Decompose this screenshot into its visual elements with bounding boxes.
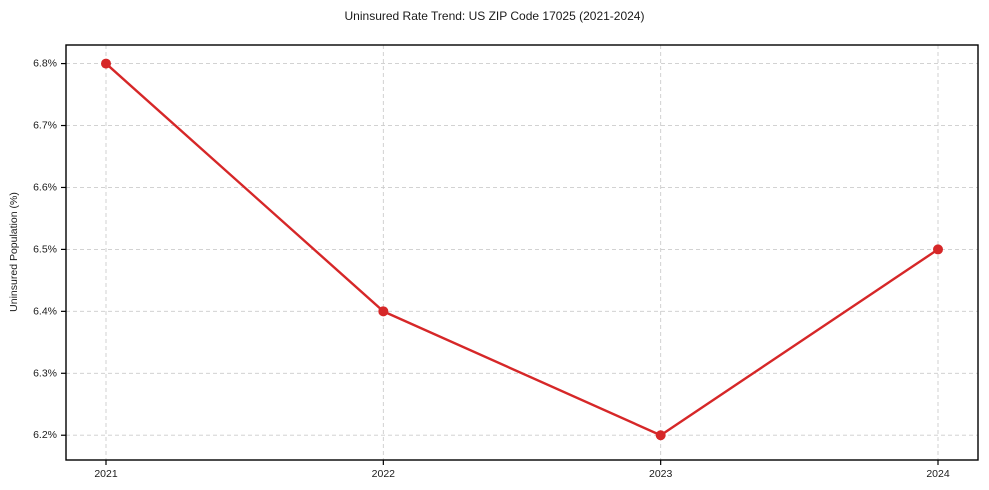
x-tick-label: 2022 (372, 468, 396, 480)
x-tick-label: 2024 (926, 468, 950, 480)
axis-frame (65, 44, 979, 461)
y-tick-label: 6.3% (33, 367, 57, 379)
y-tick-label: 6.7% (33, 120, 57, 132)
data-point-marker (378, 306, 389, 317)
y-tick-label: 6.4% (33, 305, 57, 317)
data-point-marker (933, 244, 943, 255)
data-point-marker (655, 430, 666, 441)
y-tick-label: 6.5% (33, 243, 57, 255)
trend-line (104, 62, 940, 437)
data-point-marker (101, 58, 111, 69)
y-tick-label: 6.6% (33, 181, 57, 193)
chart-title: Uninsured Rate Trend: US ZIP Code 17025 … (344, 9, 645, 23)
y-tick-label: 6.2% (33, 429, 57, 441)
x-tick-label: 2021 (94, 468, 118, 480)
x-tick-label: 2023 (649, 468, 673, 480)
y-tick-label: 6.8% (33, 58, 57, 70)
